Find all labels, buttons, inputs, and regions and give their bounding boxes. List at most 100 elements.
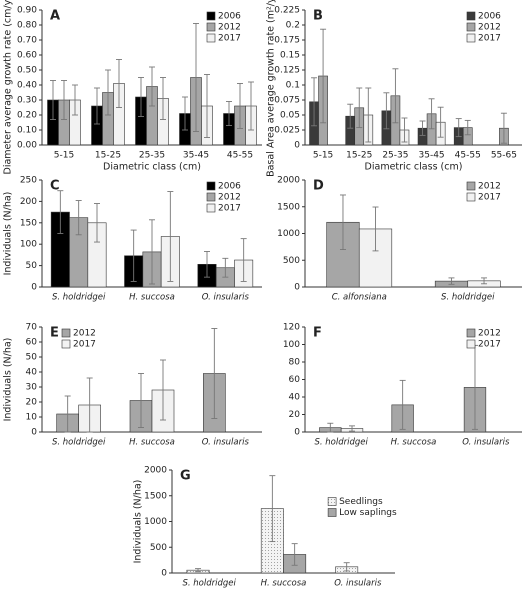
error-bar <box>130 229 137 282</box>
legend-swatch <box>466 33 476 43</box>
error-bar <box>347 103 354 129</box>
error-bar <box>365 87 372 143</box>
error-bar <box>349 425 356 432</box>
y-tick-label: 0.15 <box>280 51 300 61</box>
error-bar <box>339 194 346 251</box>
panel-label: E <box>50 326 59 341</box>
x-tick-label: 45-55 <box>227 151 253 161</box>
error-bar <box>167 191 174 282</box>
x-tick-label: 15-25 <box>95 151 121 161</box>
legend-label: 2006 <box>218 12 241 22</box>
x-tick-label: 25-35 <box>382 151 408 161</box>
legend-label: 2006 <box>478 12 501 22</box>
y-tick-label: 80 <box>289 358 301 368</box>
legend-label: 2012 <box>478 329 501 339</box>
legend-label: 2012 <box>478 23 501 33</box>
y-tick-label: 1000 <box>277 229 300 239</box>
panel-label: F <box>313 326 322 341</box>
y-tick-label: 0.40 <box>17 81 37 91</box>
legend-label: Low saplings <box>339 508 397 518</box>
error-bar <box>240 238 247 282</box>
error-bar <box>149 219 155 285</box>
error-bar <box>311 77 318 127</box>
x-tick-label: 25-35 <box>139 151 165 161</box>
y-tick-label: 250 <box>20 176 37 186</box>
legend-label: Seedlings <box>339 497 383 507</box>
panel-label: G <box>180 469 191 484</box>
y-tick-label: 1500 <box>144 491 167 501</box>
error-bar <box>481 277 488 285</box>
y-tick-label: 120 <box>283 323 300 333</box>
legend-label: 2012 <box>218 193 241 203</box>
legend-swatch <box>206 11 216 21</box>
error-bar <box>57 190 64 234</box>
y-tick-label: 60 <box>26 338 38 348</box>
x-tick-label: S. holdridgei <box>52 293 106 303</box>
y-tick-label: 0.80 <box>17 21 37 31</box>
error-bar <box>464 119 471 136</box>
y-tick-label: 0.125 <box>274 66 300 76</box>
y-tick-label: 0.60 <box>17 51 37 61</box>
error-bar <box>448 277 455 285</box>
error-bar <box>149 66 155 107</box>
error-bar <box>248 81 254 131</box>
error-bar <box>94 203 100 243</box>
error-bar <box>356 87 363 129</box>
y-tick-label: 150 <box>20 218 37 228</box>
y-tick-label: 0 <box>161 569 167 579</box>
y-tick-label: 40 <box>26 368 38 378</box>
legend-swatch <box>466 11 476 21</box>
y-tick-label: 70 <box>26 323 38 333</box>
error-bar <box>320 28 327 124</box>
legend-label: 2017 <box>73 340 96 350</box>
error-bar <box>437 106 444 138</box>
x-tick-label: O. insularis <box>334 579 382 589</box>
panel-label: B <box>313 9 323 24</box>
error-bar <box>343 562 350 572</box>
legend-swatch <box>206 181 216 191</box>
y-axis-label: Basal Area average growth rate (m²/year) <box>266 0 277 177</box>
y-tick-label: 30 <box>26 383 38 393</box>
legend-label: 2017 <box>218 204 241 214</box>
x-tick-label: C. alfonsiana <box>332 293 387 303</box>
error-bar <box>116 59 122 108</box>
error-bar <box>138 373 144 428</box>
y-tick-label: 0.50 <box>17 66 37 76</box>
error-bar <box>64 395 71 433</box>
error-bar <box>237 83 243 129</box>
y-axis-label: Individuals (N/ha) <box>3 338 14 422</box>
error-bar <box>222 257 229 278</box>
y-tick-label: 0.20 <box>17 111 37 121</box>
panel-label: A <box>50 9 60 24</box>
x-axis-label: Diametric class (cm) <box>103 162 201 173</box>
y-tick-label: 0.175 <box>274 36 300 46</box>
legend-label: 2012 <box>478 182 501 192</box>
error-bar <box>75 200 82 236</box>
x-tick-label: S. holdridgei <box>182 579 236 589</box>
error-bar <box>86 377 93 433</box>
y-tick-label: 0.70 <box>17 36 37 46</box>
error-bar <box>195 568 202 573</box>
panel-label: D <box>313 179 324 194</box>
error-bar <box>160 77 166 120</box>
legend-label: 2006 <box>218 182 241 192</box>
error-bar <box>500 112 507 144</box>
y-tick-label: 40 <box>289 393 301 403</box>
legend-label: 2017 <box>478 34 501 44</box>
y-tick-label: 0.05 <box>280 111 300 121</box>
legend-label: 2017 <box>478 340 501 350</box>
error-bar <box>372 206 379 252</box>
y-tick-label: 0.90 <box>17 6 37 16</box>
legend-label: 2017 <box>218 34 241 44</box>
error-bar <box>105 69 111 116</box>
legend-swatch <box>206 33 216 43</box>
error-bar <box>269 475 276 543</box>
y-tick-label: 0 <box>31 283 37 293</box>
y-tick-label: 2000 <box>277 176 300 186</box>
y-tick-label: 200 <box>20 197 37 207</box>
x-tick-label: O. insularis <box>202 293 250 303</box>
y-tick-label: 500 <box>283 256 300 266</box>
error-bar <box>327 422 334 433</box>
legend-swatch <box>327 508 337 517</box>
legend-swatch <box>466 22 476 32</box>
